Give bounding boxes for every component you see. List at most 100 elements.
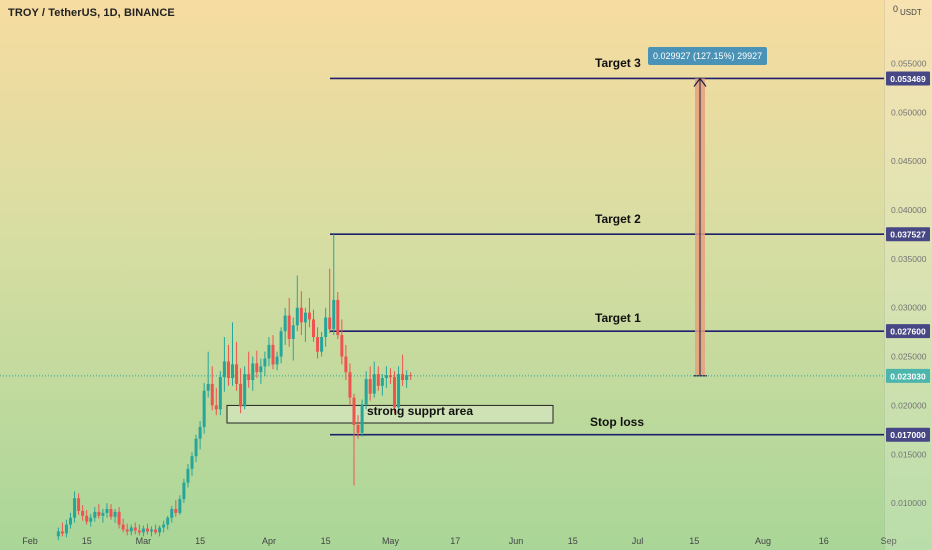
candle xyxy=(73,491,77,523)
candle-body xyxy=(154,529,158,533)
candle xyxy=(271,335,275,370)
current-price-tag-bg xyxy=(886,368,930,383)
level-price-tag-1-bg xyxy=(886,227,930,242)
candle-body xyxy=(405,375,409,381)
x-tick-label: Aug xyxy=(755,536,771,546)
candle-body xyxy=(352,397,356,425)
candle xyxy=(336,292,340,339)
candle xyxy=(158,525,162,537)
y-tick-label: 0.055000 xyxy=(891,58,927,68)
candle-body xyxy=(243,374,247,407)
candle-body xyxy=(150,529,153,532)
candle xyxy=(299,291,303,336)
candle-body xyxy=(251,363,255,381)
candle-body xyxy=(295,307,299,326)
candle xyxy=(174,500,178,517)
candle xyxy=(295,275,299,332)
candle xyxy=(105,503,109,518)
candle xyxy=(218,371,222,416)
candle-body xyxy=(56,531,60,537)
candle-body xyxy=(336,299,340,336)
candle-body xyxy=(360,404,364,433)
candle xyxy=(388,368,392,384)
candle xyxy=(251,356,255,391)
x-tick-label: Feb xyxy=(22,536,38,546)
y-tick-label: 0.030000 xyxy=(891,303,927,313)
candle-body xyxy=(384,375,388,379)
x-tick-label: Apr xyxy=(262,536,276,546)
candle-body xyxy=(348,372,352,398)
candle-body xyxy=(388,375,392,378)
candle-body xyxy=(133,527,137,531)
candle xyxy=(69,512,72,529)
candle xyxy=(263,351,267,377)
current-price-tag: 0.023030 xyxy=(890,371,926,381)
y-tick-label: 0.015000 xyxy=(891,449,927,459)
candle xyxy=(384,366,388,388)
level-price-tag-3: 0.017000 xyxy=(890,430,926,440)
candle xyxy=(226,344,230,386)
measure-arrow-head xyxy=(693,77,707,87)
y-tick-label: 0.025000 xyxy=(891,352,927,362)
candle-body xyxy=(271,344,275,365)
candle-body xyxy=(178,499,182,513)
candle xyxy=(178,495,182,515)
candle-body xyxy=(247,374,251,381)
candle xyxy=(340,319,344,365)
candle xyxy=(214,387,218,416)
candle-body xyxy=(316,337,320,352)
candle-body xyxy=(89,517,93,522)
candle xyxy=(93,507,97,522)
price-axis-top-value: 0 xyxy=(893,4,899,14)
candle xyxy=(101,508,105,523)
candle-body xyxy=(275,356,279,365)
candle-body xyxy=(368,379,372,394)
candle-body xyxy=(401,374,405,381)
candle xyxy=(166,515,170,530)
candle-body xyxy=(239,383,243,407)
candle xyxy=(121,518,125,533)
level-price-tag-0-bg xyxy=(886,71,930,86)
x-axis-ticks: Feb 15 Mar 15 Apr 15 May 17 Jun 15 Jul 15 Aug 16 Sep xyxy=(22,536,896,546)
price-axis[interactable] xyxy=(884,0,932,550)
candle xyxy=(182,478,186,504)
candle-body xyxy=(372,374,376,394)
x-tick-label: 15 xyxy=(321,536,331,546)
x-tick-label: May xyxy=(382,536,400,546)
candle xyxy=(247,351,251,388)
support-zone[interactable] xyxy=(226,404,554,424)
candle-body xyxy=(60,531,64,534)
candle xyxy=(77,493,81,515)
candle xyxy=(60,522,64,537)
candle xyxy=(231,322,234,386)
candle xyxy=(401,354,405,386)
candle xyxy=(125,523,129,536)
candle-body xyxy=(81,510,85,516)
candle-body xyxy=(299,307,303,323)
symbol-title[interactable]: TROY / TetherUS, 1D, BINANCE xyxy=(8,7,175,19)
x-tick-label: 15 xyxy=(689,536,699,546)
candle xyxy=(393,371,396,414)
candle-body xyxy=(64,524,68,534)
candle xyxy=(154,524,158,535)
candle-body xyxy=(287,315,291,339)
candle xyxy=(194,434,198,463)
candle xyxy=(117,507,121,529)
candle xyxy=(312,309,315,342)
candle-body xyxy=(85,515,89,522)
candle-body xyxy=(328,317,332,330)
candle xyxy=(97,504,101,519)
candle-body xyxy=(109,508,113,517)
candle-body xyxy=(267,344,271,359)
x-tick-label: Jul xyxy=(632,536,644,546)
candle xyxy=(303,307,307,342)
candle xyxy=(279,327,283,364)
x-tick-label: Sep xyxy=(881,536,897,546)
candle-body xyxy=(174,508,178,513)
candle-body xyxy=(259,366,263,373)
candle-body xyxy=(69,517,72,525)
candle xyxy=(186,464,190,488)
candle-body xyxy=(93,511,97,518)
